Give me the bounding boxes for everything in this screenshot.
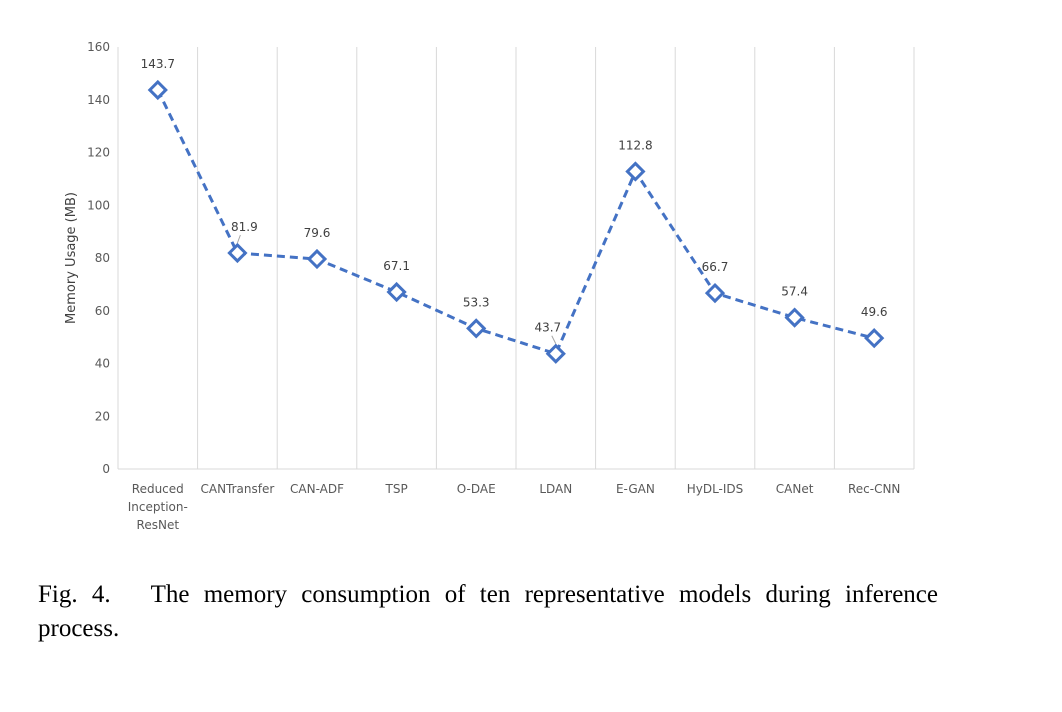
label-layer: 143.7 81.9 79.6 67.1 53.3 43.7 112.8 66.7 57.4 49…	[141, 57, 888, 344]
y-axis-title: Memory Usage (MB)	[64, 192, 79, 324]
data-point-marker	[545, 343, 566, 364]
x-tick-label: HyDL-IDS	[687, 482, 744, 496]
line-chart: 0 20 40 60 80 100 120 140 160 Reduced Inception-Re…	[64, 40, 915, 532]
x-tick-label: Reduced Inception-ResNet	[128, 482, 188, 532]
y-tick-label: 40	[95, 357, 110, 371]
y-tick-label: 80	[95, 251, 110, 265]
x-tick-label: Rec-CNN	[848, 482, 900, 496]
series-line	[156, 89, 875, 356]
figure-number: Fig. 4.	[38, 581, 111, 608]
series-layer	[147, 79, 885, 364]
data-label: 67.1	[383, 259, 410, 273]
data-label: 66.7	[702, 260, 729, 274]
y-tick-label: 140	[87, 93, 110, 107]
y-tick-label: 20	[95, 409, 110, 423]
data-label: 49.6	[861, 305, 888, 319]
y-tick-label: 160	[87, 40, 110, 54]
x-tick-label: O-DAE	[457, 482, 496, 496]
y-tick-label: 100	[87, 198, 110, 212]
data-label-leader	[551, 335, 557, 344]
x-tick-label: CANet	[776, 482, 814, 496]
x-tick-label: TSP	[385, 482, 408, 496]
data-point-marker	[864, 328, 885, 349]
x-tick-label: E-GAN	[616, 482, 655, 496]
x-tick-label: LDAN	[539, 482, 572, 496]
x-tick-label: CAN-ADF	[290, 482, 344, 496]
data-point-marker	[704, 282, 726, 304]
data-label: 112.8	[618, 138, 652, 152]
caption-text: The memory consumption of ten representa…	[38, 581, 938, 642]
x-tick-label: CANTransfer	[200, 482, 274, 496]
grid-layer	[117, 47, 915, 469]
data-label: 53.3	[463, 295, 490, 309]
axis-layer: 0 20 40 60 80 100 120 140 160 Reduced Inception-Re…	[87, 40, 914, 532]
data-point-marker	[784, 307, 805, 328]
data-label: 43.7	[534, 321, 561, 335]
data-point-marker	[306, 248, 328, 270]
data-point-marker	[147, 79, 168, 101]
data-label: 57.4	[781, 285, 808, 299]
y-tick-label: 120	[87, 146, 110, 160]
data-point-marker	[625, 161, 646, 182]
figure-caption: Fig. 4. The memory consumption of ten rep…	[38, 578, 938, 646]
data-label: 79.6	[304, 226, 331, 240]
data-point-marker	[466, 318, 487, 339]
data-point-marker	[386, 281, 407, 303]
data-label: 143.7	[141, 57, 175, 71]
y-tick-label: 0	[102, 462, 110, 476]
data-point-marker	[227, 242, 248, 264]
chart: 0 20 40 60 80 100 120 140 160 Reduced Inception-Re…	[64, 40, 915, 532]
data-label-leader	[236, 234, 241, 244]
y-tick-label: 60	[95, 304, 110, 318]
data-label: 81.9	[231, 220, 258, 234]
